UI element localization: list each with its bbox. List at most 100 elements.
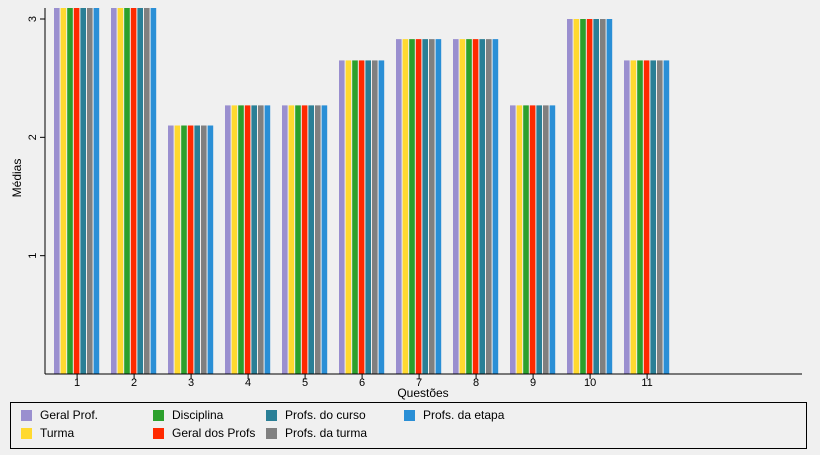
bar-9-4 bbox=[529, 105, 536, 374]
bar-8-3 bbox=[466, 39, 472, 374]
bar-11-7 bbox=[663, 60, 670, 374]
bar-10-5 bbox=[593, 19, 599, 374]
legend-swatch bbox=[153, 427, 164, 439]
legend-label: Geral dos Profs bbox=[172, 426, 256, 440]
legend-label: Profs. da etapa bbox=[423, 408, 505, 422]
bar-2-4 bbox=[130, 8, 137, 374]
bar-5-6 bbox=[315, 105, 321, 374]
bar-1-2 bbox=[60, 8, 67, 374]
bar-2-3 bbox=[124, 8, 130, 374]
legend-item-2: Turma bbox=[21, 426, 74, 440]
bar-5-5 bbox=[308, 105, 314, 374]
legend-swatch bbox=[266, 427, 277, 439]
bar-7-1 bbox=[396, 39, 402, 374]
bar-6-5 bbox=[365, 60, 371, 374]
bar-chart: 1 2 3 1 2 3 4 5 6 7 8 9 10 11 Médias Questões bbox=[10, 8, 802, 400]
bar-8-5 bbox=[479, 39, 485, 374]
bar-3-3 bbox=[181, 125, 187, 374]
bar-9-6 bbox=[543, 105, 549, 374]
bar-4-6 bbox=[258, 105, 264, 374]
bar-10-3 bbox=[580, 19, 586, 374]
bar-1-3 bbox=[67, 8, 73, 374]
bar-4-5 bbox=[251, 105, 257, 374]
legend-item-7: Profs. da etapa bbox=[404, 408, 504, 422]
bar-4-7 bbox=[264, 105, 271, 374]
x-tick-label-4: 4 bbox=[245, 377, 251, 389]
bar-7-5 bbox=[422, 39, 428, 374]
legend-label: Profs. da turma bbox=[285, 426, 368, 440]
bar-6-3 bbox=[352, 60, 358, 374]
y-axis-label: Médias bbox=[10, 159, 24, 198]
bar-10-7 bbox=[606, 19, 613, 374]
x-tick-label-5: 5 bbox=[302, 377, 308, 389]
bar-11-2 bbox=[630, 60, 637, 374]
bar-3-2 bbox=[174, 125, 181, 374]
legend-label: Geral Prof. bbox=[40, 408, 99, 422]
x-tick-label-8: 8 bbox=[473, 377, 479, 389]
bar-6-7 bbox=[378, 60, 385, 374]
bar-4-2 bbox=[231, 105, 238, 374]
bar-11-3 bbox=[637, 60, 643, 374]
bar-1-4 bbox=[73, 8, 80, 374]
bar-2-2 bbox=[117, 8, 124, 374]
bar-3-1 bbox=[168, 125, 174, 374]
bar-7-3 bbox=[409, 39, 415, 374]
bar-3-7 bbox=[207, 125, 214, 374]
bar-6-6 bbox=[372, 60, 378, 374]
bar-4-4 bbox=[244, 105, 251, 374]
bar-1-1 bbox=[54, 8, 60, 374]
bar-8-7 bbox=[492, 39, 499, 374]
axes-layer: 1 2 3 1 2 3 4 5 6 7 8 9 10 11 bbox=[27, 8, 802, 389]
bar-3-6 bbox=[201, 125, 207, 374]
bar-11-5 bbox=[650, 60, 656, 374]
legend-swatch bbox=[266, 409, 277, 421]
x-tick-label-6: 6 bbox=[359, 377, 365, 389]
legend-label: Profs. do curso bbox=[285, 408, 366, 422]
bar-1-6 bbox=[87, 8, 93, 374]
x-tick-label-10: 10 bbox=[584, 377, 596, 389]
bar-11-4 bbox=[643, 60, 650, 374]
bar-8-2 bbox=[459, 39, 466, 374]
x-axis-label: Questões bbox=[397, 386, 448, 400]
bar-11-6 bbox=[657, 60, 663, 374]
legend-item-3: Disciplina bbox=[153, 408, 223, 422]
bar-5-1 bbox=[282, 105, 288, 374]
legend-item-6: Profs. da turma bbox=[266, 426, 367, 440]
bar-2-7 bbox=[150, 8, 157, 374]
bar-5-3 bbox=[295, 105, 301, 374]
legend-swatch bbox=[21, 409, 32, 421]
bars-layer bbox=[54, 8, 670, 374]
bar-8-1 bbox=[453, 39, 459, 374]
bar-10-1 bbox=[567, 19, 573, 374]
legend-label: Turma bbox=[40, 426, 75, 440]
bar-10-6 bbox=[600, 19, 606, 374]
legend-item-1: Geral Prof. bbox=[21, 408, 98, 422]
bar-9-1 bbox=[510, 105, 516, 374]
x-tick-label-7: 7 bbox=[416, 377, 422, 389]
bar-7-4 bbox=[415, 39, 422, 374]
x-tick-label-9: 9 bbox=[530, 377, 536, 389]
legend: Geral Prof. Turma Disciplina Geral dos Prof… bbox=[10, 402, 807, 449]
x-tick-label-11: 11 bbox=[641, 377, 652, 389]
bar-10-4 bbox=[586, 19, 593, 374]
x-tick-label-2: 2 bbox=[131, 377, 137, 389]
bar-5-4 bbox=[301, 105, 308, 374]
x-tick-label-1: 1 bbox=[74, 377, 80, 389]
bar-9-5 bbox=[536, 105, 542, 374]
bar-8-4 bbox=[472, 39, 479, 374]
bar-7-2 bbox=[402, 39, 409, 374]
legend-swatch bbox=[404, 409, 415, 421]
bar-2-1 bbox=[111, 8, 117, 374]
bar-6-4 bbox=[358, 60, 365, 374]
bar-1-5 bbox=[80, 8, 86, 374]
bar-9-7 bbox=[549, 105, 556, 374]
legend-label: Disciplina bbox=[172, 408, 224, 422]
y-tick-label-2: 2 bbox=[27, 134, 39, 140]
bar-4-3 bbox=[238, 105, 244, 374]
bar-9-3 bbox=[523, 105, 529, 374]
legend-item-4: Geral dos Profs bbox=[153, 426, 255, 440]
bar-4-1 bbox=[225, 105, 231, 374]
bar-3-4 bbox=[187, 125, 194, 374]
legend-item-5: Profs. do curso bbox=[266, 408, 366, 422]
